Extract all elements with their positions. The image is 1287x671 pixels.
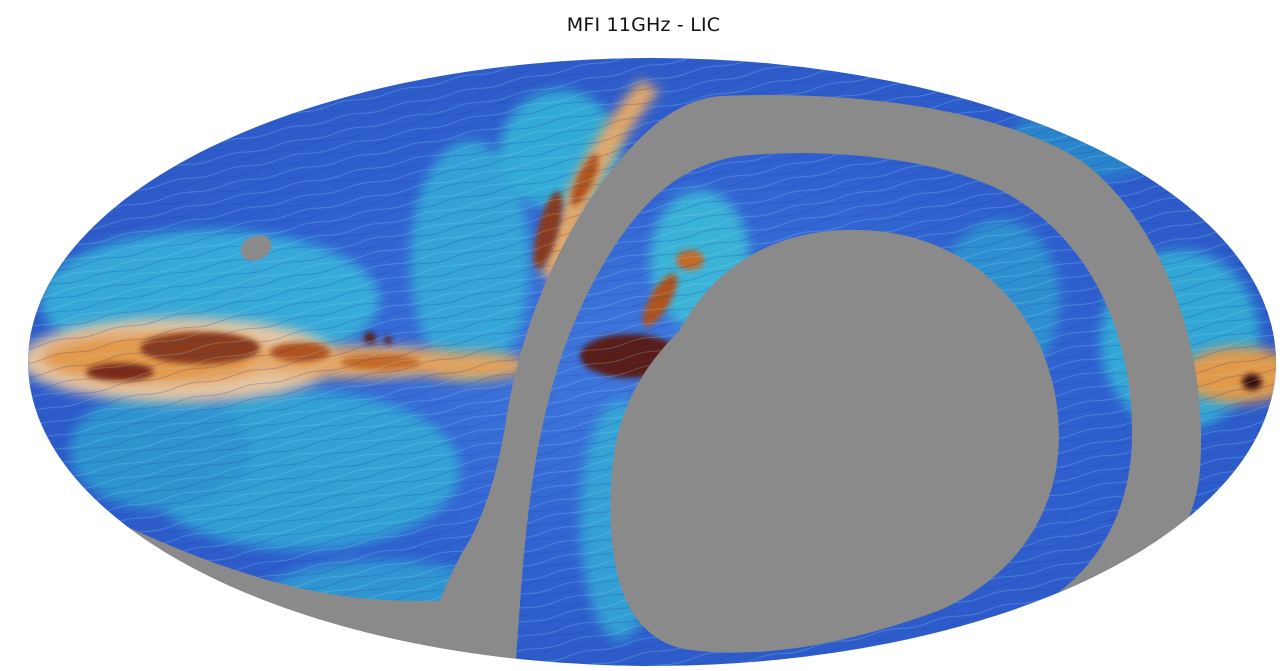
sky-intensity-layer [28,58,1276,666]
mask-inner-disk [610,229,1059,653]
mask-band [420,94,1202,666]
map-title: MFI 11GHz - LIC [566,14,721,36]
mask-point-source [240,235,272,261]
